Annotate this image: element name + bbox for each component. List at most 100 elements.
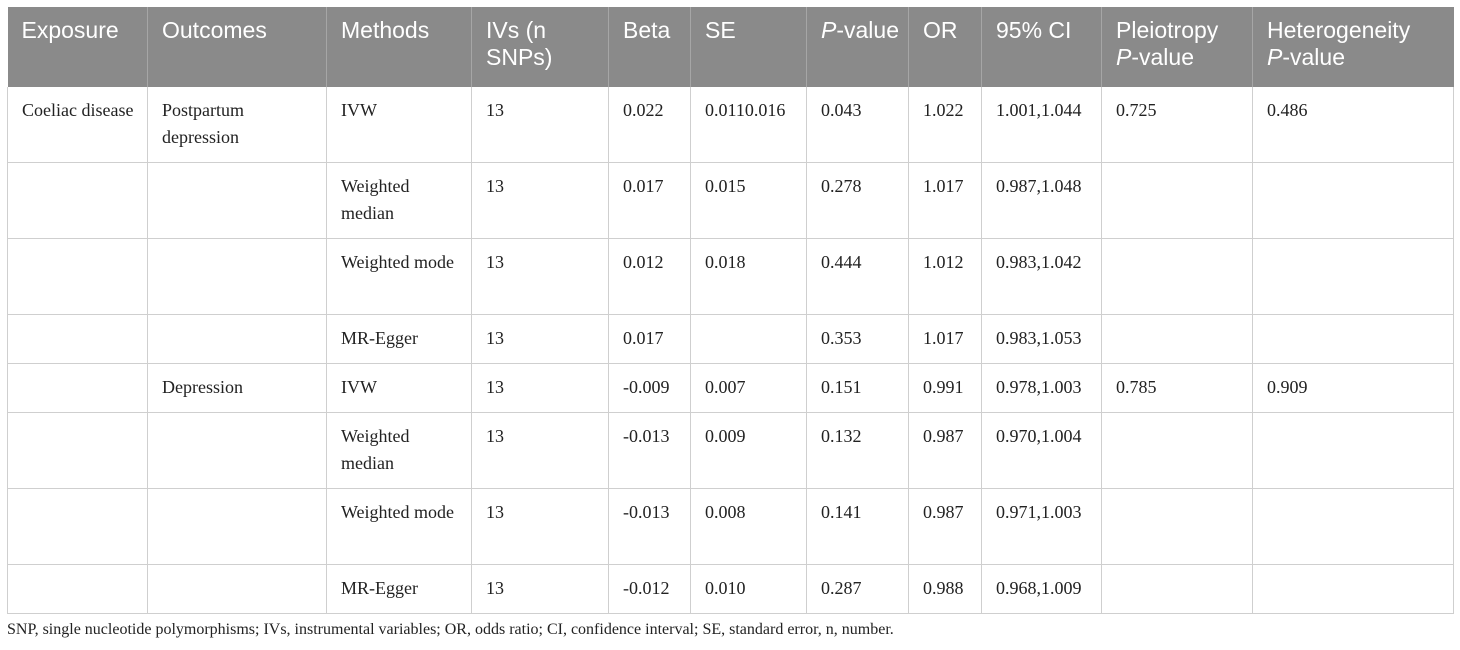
cell-ivs: 13 <box>471 564 609 614</box>
cell-or: 1.012 <box>908 238 982 315</box>
cell-heterogeneity <box>1252 162 1454 239</box>
header-p-value: P-value <box>806 7 909 87</box>
cell-ivs: 13 <box>471 488 609 565</box>
cell-or: 0.991 <box>908 363 982 413</box>
table-row: Coeliac disease Postpartum depression IV… <box>7 87 1454 163</box>
cell-pleiotropy: 0.725 <box>1101 87 1253 163</box>
cell-heterogeneity: 0.486 <box>1252 87 1454 163</box>
cell-ci: 0.971,1.003 <box>981 488 1102 565</box>
cell-se: 0.008 <box>690 488 807 565</box>
table-row: Weighted median 13 0.017 0.015 0.278 1.0… <box>7 162 1454 239</box>
cell-outcome <box>147 412 327 489</box>
cell-method: Weighted mode <box>326 488 472 565</box>
cell-exposure <box>7 314 148 364</box>
cell-p-value: 0.151 <box>806 363 909 413</box>
cell-se: 0.018 <box>690 238 807 315</box>
header-heterogeneity-p: P <box>1267 44 1283 70</box>
cell-exposure <box>7 363 148 413</box>
cell-p-value: 0.444 <box>806 238 909 315</box>
cell-beta: 0.022 <box>608 87 691 163</box>
cell-method: Weighted mode <box>326 238 472 315</box>
header-ivs: IVs (n SNPs) <box>471 7 609 87</box>
header-p-suffix: -value <box>836 17 899 43</box>
cell-beta: -0.013 <box>608 488 691 565</box>
table-row: Weighted mode 13 -0.013 0.008 0.141 0.98… <box>7 488 1454 565</box>
cell-exposure <box>7 488 148 565</box>
cell-ci: 1.001,1.044 <box>981 87 1102 163</box>
cell-se: 0.009 <box>690 412 807 489</box>
cell-p-value: 0.278 <box>806 162 909 239</box>
header-heterogeneity-suffix: -value <box>1282 44 1345 70</box>
cell-heterogeneity <box>1252 314 1454 364</box>
header-pleiotropy-label: Pleiotropy <box>1116 17 1219 43</box>
cell-or: 1.017 <box>908 314 982 364</box>
table-row: Weighted median 13 -0.013 0.009 0.132 0.… <box>7 412 1454 489</box>
cell-ci: 0.968,1.009 <box>981 564 1102 614</box>
cell-p-value: 0.132 <box>806 412 909 489</box>
cell-or: 0.988 <box>908 564 982 614</box>
mr-results-table: Exposure Outcomes Methods IVs (n SNPs) B… <box>7 7 1454 614</box>
cell-ci: 0.978,1.003 <box>981 363 1102 413</box>
header-outcomes: Outcomes <box>147 7 327 87</box>
cell-ivs: 13 <box>471 238 609 315</box>
header-heterogeneity-label: Heterogeneity <box>1267 17 1411 43</box>
cell-beta: 0.017 <box>608 314 691 364</box>
cell-exposure <box>7 162 148 239</box>
table-row: MR-Egger 13 0.017 0.353 1.017 0.983,1.05… <box>7 314 1454 364</box>
cell-or: 1.022 <box>908 87 982 163</box>
cell-ivs: 13 <box>471 363 609 413</box>
header-heterogeneity: Heterogeneity P-value <box>1252 7 1454 87</box>
header-row: Exposure Outcomes Methods IVs (n SNPs) B… <box>7 7 1454 87</box>
cell-ci: 0.983,1.042 <box>981 238 1102 315</box>
cell-beta: -0.013 <box>608 412 691 489</box>
header-pleiotropy-suffix: -value <box>1131 44 1194 70</box>
header-beta: Beta <box>608 7 691 87</box>
cell-exposure <box>7 238 148 315</box>
cell-pleiotropy <box>1101 488 1253 565</box>
header-pleiotropy-p: P <box>1116 44 1132 70</box>
cell-outcome: Postpartum depression <box>147 87 327 163</box>
cell-se: 0.010 <box>690 564 807 614</box>
cell-pleiotropy <box>1101 238 1253 315</box>
cell-method: MR-Egger <box>326 564 472 614</box>
cell-or: 0.987 <box>908 488 982 565</box>
cell-outcome <box>147 488 327 565</box>
cell-heterogeneity <box>1252 238 1454 315</box>
cell-outcome <box>147 564 327 614</box>
cell-pleiotropy: 0.785 <box>1101 363 1253 413</box>
cell-ivs: 13 <box>471 162 609 239</box>
cell-exposure <box>7 564 148 614</box>
cell-method: IVW <box>326 87 472 163</box>
cell-ivs: 13 <box>471 412 609 489</box>
cell-p-value: 0.141 <box>806 488 909 565</box>
cell-ci: 0.983,1.053 <box>981 314 1102 364</box>
cell-p-value: 0.043 <box>806 87 909 163</box>
header-methods: Methods <box>326 7 472 87</box>
header-pleiotropy: Pleiotropy P-value <box>1101 7 1253 87</box>
cell-method: IVW <box>326 363 472 413</box>
cell-method: MR-Egger <box>326 314 472 364</box>
cell-se: 0.007 <box>690 363 807 413</box>
cell-pleiotropy <box>1101 564 1253 614</box>
cell-heterogeneity: 0.909 <box>1252 363 1454 413</box>
cell-method: Weighted median <box>326 412 472 489</box>
cell-ivs: 13 <box>471 87 609 163</box>
table-row: Weighted mode 13 0.012 0.018 0.444 1.012… <box>7 238 1454 315</box>
table-footnote: SNP, single nucleotide polymorphisms; IV… <box>7 621 894 638</box>
cell-or: 0.987 <box>908 412 982 489</box>
cell-or: 1.017 <box>908 162 982 239</box>
header-exposure: Exposure <box>7 7 148 87</box>
cell-outcome: Depression <box>147 363 327 413</box>
cell-ivs: 13 <box>471 314 609 364</box>
cell-p-value: 0.287 <box>806 564 909 614</box>
cell-pleiotropy <box>1101 314 1253 364</box>
cell-pleiotropy <box>1101 162 1253 239</box>
cell-method: Weighted median <box>326 162 472 239</box>
cell-se <box>690 314 807 364</box>
cell-ci: 0.970,1.004 <box>981 412 1102 489</box>
results-table-container: Exposure Outcomes Methods IVs (n SNPs) B… <box>7 7 1454 614</box>
header-se: SE <box>690 7 807 87</box>
header-p-italic: P <box>821 17 837 43</box>
header-ci: 95% CI <box>981 7 1102 87</box>
table-row: MR-Egger 13 -0.012 0.010 0.287 0.988 0.9… <box>7 564 1454 614</box>
